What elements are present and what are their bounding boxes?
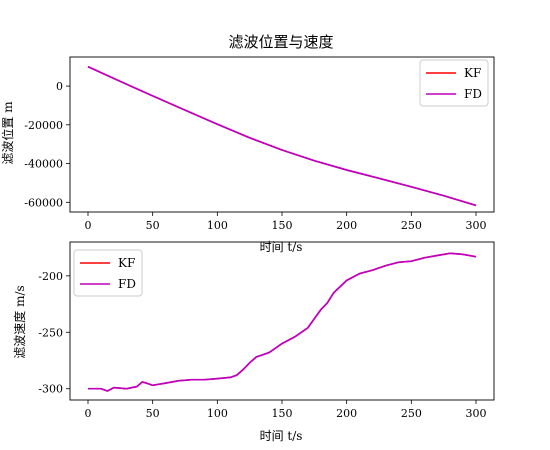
legend-kf-label: KF bbox=[118, 256, 135, 270]
y-tick-label: -300 bbox=[38, 383, 63, 396]
velocity-y-axis-label: 滤波速度 m/s bbox=[12, 285, 27, 358]
velocity-lines bbox=[88, 252, 477, 392]
x-tick-label: 300 bbox=[466, 407, 487, 420]
legend-fd-label: FD bbox=[464, 87, 482, 101]
y-tick-label: -200 bbox=[38, 270, 63, 283]
series-line-kf bbox=[87, 66, 477, 207]
x-tick-label: 300 bbox=[466, 219, 487, 232]
y-tick-label: -250 bbox=[38, 326, 63, 339]
chart-velocity: 时间 t/s 滤波速度 m/s 0 50 100 150 200 250 300 -200 -2… bbox=[12, 241, 495, 443]
series-line-fd bbox=[87, 65, 477, 207]
x-tick-label: 250 bbox=[401, 219, 422, 232]
chart-position: 滤波位置与速度 时间 t/s 滤波位置 m 0 50 100 150 200 250 300… bbox=[0, 33, 495, 254]
series-line-kf bbox=[88, 252, 477, 392]
position-axes: 0 50 100 150 200 250 300 0 -20000 -40000 -60000 bbox=[24, 56, 495, 232]
x-tick-label: 100 bbox=[207, 407, 228, 420]
position-y-axis-label: 滤波位置 m bbox=[0, 101, 15, 165]
series-line-fd bbox=[88, 252, 477, 392]
y-tick-label: -20000 bbox=[24, 119, 63, 132]
x-tick-label: 200 bbox=[336, 219, 357, 232]
legend-fd-label: FD bbox=[118, 277, 136, 291]
x-tick-label: 50 bbox=[146, 219, 160, 232]
x-tick-label: 200 bbox=[336, 407, 357, 420]
x-tick-label: 0 bbox=[85, 407, 92, 420]
velocity-x-axis-label: 时间 t/s bbox=[260, 429, 303, 443]
x-tick-label: 50 bbox=[146, 407, 160, 420]
position-lines bbox=[87, 65, 477, 207]
x-tick-label: 250 bbox=[401, 407, 422, 420]
velocity-axes: 0 50 100 150 200 250 300 -200 -250 -300 bbox=[38, 241, 495, 420]
legend-kf-label: KF bbox=[464, 66, 481, 80]
position-legend: KF FD bbox=[419, 59, 489, 107]
chart-title: 滤波位置与速度 bbox=[228, 33, 333, 51]
position-x-axis-label: 时间 t/s bbox=[260, 240, 303, 254]
x-tick-label: 150 bbox=[272, 219, 293, 232]
x-tick-label: 100 bbox=[207, 219, 228, 232]
y-tick-label: -60000 bbox=[24, 196, 63, 209]
y-tick-label: 0 bbox=[56, 80, 63, 93]
x-tick-label: 150 bbox=[272, 407, 293, 420]
y-tick-label: -40000 bbox=[24, 158, 63, 171]
velocity-legend: KF FD bbox=[73, 249, 143, 297]
x-tick-label: 0 bbox=[85, 219, 92, 232]
